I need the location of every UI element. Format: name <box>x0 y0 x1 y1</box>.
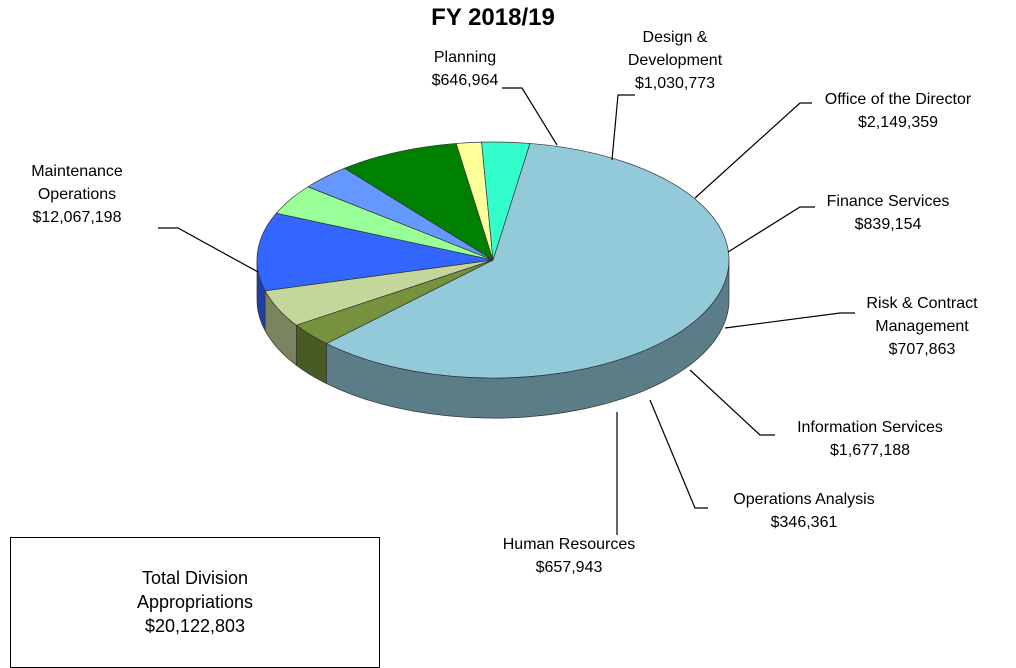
slice-label: Finance Services $839,154 <box>768 190 1008 236</box>
value-label: $2,149,359 <box>857 114 939 131</box>
leader-line <box>649 399 708 509</box>
value-label: $657,943 <box>535 559 603 576</box>
total-box: Total Division Appropriations $20,122,80… <box>10 537 380 668</box>
category-label: Office of the Director <box>824 91 972 108</box>
leader-line <box>724 312 855 329</box>
category-label: Information Services <box>797 419 943 436</box>
leader-line <box>611 94 635 161</box>
slice-label: Information Services $1,677,188 <box>750 416 990 462</box>
total-text: Total Division Appropriations <box>136 568 254 612</box>
leader-line <box>689 369 775 436</box>
category-label: Finance Services <box>826 193 950 210</box>
value-label: $707,863 <box>888 341 956 358</box>
slice-label: Operations Analysis $346,361 <box>684 488 924 534</box>
category-label: Risk & Contract Management <box>866 295 978 335</box>
value-label: $346,361 <box>770 514 838 531</box>
value-label: $12,067,198 <box>32 209 122 226</box>
leader-line <box>694 102 812 199</box>
category-label: Planning <box>433 49 497 66</box>
slice <box>325 143 730 379</box>
slice-label: Office of the Director $2,149,359 <box>778 88 1016 134</box>
leader-line <box>502 87 558 146</box>
value-label: $646,964 <box>431 72 499 89</box>
slice-label: Human Resources $657,943 <box>449 533 689 579</box>
category-label: Design & Development <box>627 29 723 69</box>
leader-line <box>158 227 259 273</box>
total-value: $20,122,803 <box>144 616 246 636</box>
value-label: $1,677,188 <box>829 442 911 459</box>
category-label: Operations Analysis <box>733 491 875 508</box>
category-label: Maintenance Operations <box>31 163 123 203</box>
leader-line <box>727 206 815 253</box>
slice <box>343 143 494 261</box>
slice-label: Planning $646,964 <box>345 46 585 92</box>
slice <box>481 141 531 261</box>
value-label: $839,154 <box>854 216 922 233</box>
slice-label: Risk & Contract Management $707,863 <box>802 292 1016 361</box>
slice <box>256 212 494 292</box>
slice-label: Maintenance Operations $12,067,198 <box>0 160 197 229</box>
value-label: $1,030,773 <box>634 75 716 92</box>
chart-title: FY 2018/19 <box>431 4 555 31</box>
slice-label: Design & Development $1,030,773 <box>555 26 795 95</box>
category-label: Human Resources <box>502 536 636 553</box>
